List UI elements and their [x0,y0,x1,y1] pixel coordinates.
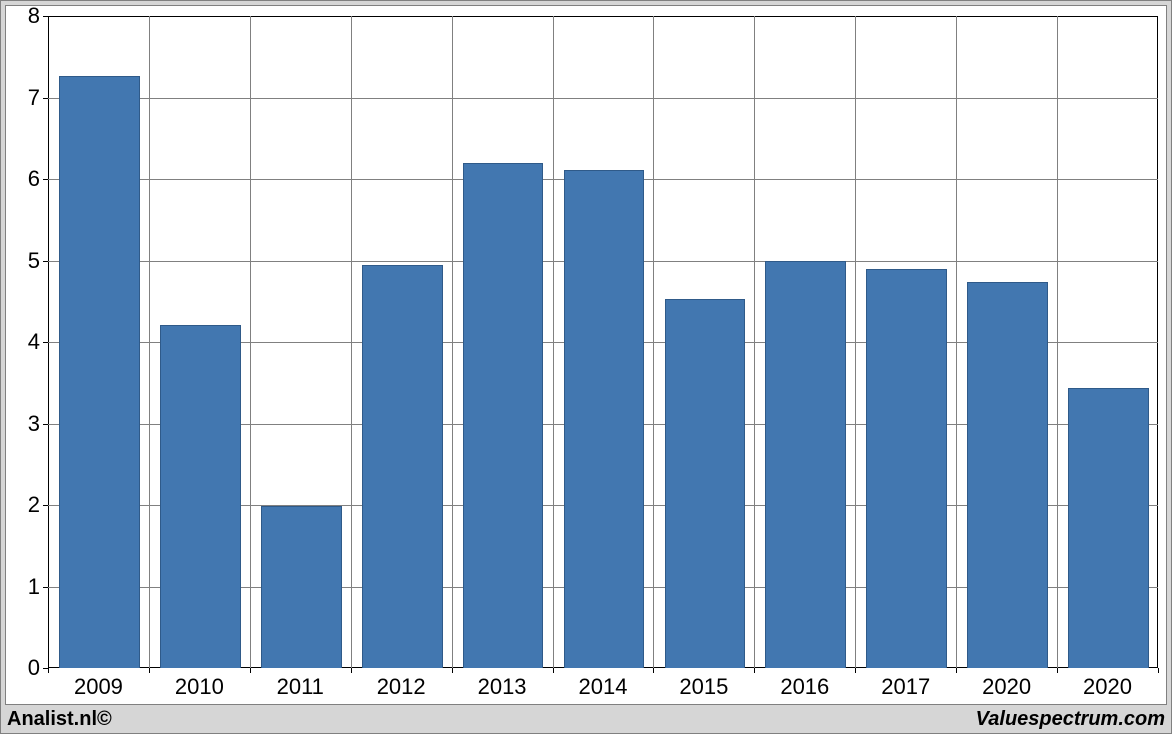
x-tick-label: 2011 [277,668,324,700]
gridline-vertical [149,16,150,668]
chart-inner-frame: 0 1 2 3 4 5 6 7 8 2009 2010 2011 2012 2013 2014 2015 201… [5,5,1167,705]
y-tick-label: 6 [28,166,48,192]
bar [967,282,1048,668]
x-tick-mark [653,668,654,673]
gridline-vertical [452,16,453,668]
x-tick-mark [149,668,150,673]
bar [1068,388,1149,668]
bar [362,265,443,668]
x-tick-mark [1057,668,1058,673]
bar [564,170,645,668]
x-tick-label: 2020 [982,668,1031,700]
bar [463,163,544,668]
plot-area: 0123456782009201020112012201320142015201… [48,16,1158,668]
x-tick-label: 2009 [74,668,123,700]
bar [665,299,746,668]
x-tick-mark [48,668,49,673]
chart-container: 0 1 2 3 4 5 6 7 8 2009 2010 2011 2012 2013 2014 2015 201… [0,0,1172,734]
x-tick-mark [754,668,755,673]
bar [765,261,846,668]
gridline-vertical [653,16,654,668]
x-tick-mark [452,668,453,673]
x-tick-mark [855,668,856,673]
x-tick-label: 2015 [679,668,728,700]
y-tick-label: 4 [28,329,48,355]
y-tick-label: 0 [28,655,48,681]
x-tick-mark [250,668,251,673]
y-tick-label: 8 [28,3,48,29]
x-tick-mark [553,668,554,673]
x-tick-label: 2016 [780,668,829,700]
x-tick-label: 2017 [881,668,930,700]
x-tick-label: 2013 [478,668,527,700]
x-tick-mark [351,668,352,673]
gridline-vertical [754,16,755,668]
bar [160,325,241,668]
x-tick-label: 2020 [1083,668,1132,700]
gridline-vertical [250,16,251,668]
x-tick-mark [956,668,957,673]
gridline-vertical [1057,16,1058,668]
footer-left-credit: Analist.nl© [7,708,112,731]
x-tick-mark [1158,668,1159,673]
x-tick-label: 2010 [175,668,224,700]
gridline-vertical [351,16,352,668]
gridline-vertical [553,16,554,668]
bar [59,76,140,668]
y-tick-label: 1 [28,574,48,600]
gridline-vertical [855,16,856,668]
bar [261,506,342,668]
bar [866,269,947,668]
gridline-horizontal [48,98,1158,99]
x-tick-label: 2014 [579,668,628,700]
footer-right-credit: Valuespectrum.com [976,708,1165,731]
y-tick-label: 3 [28,411,48,437]
y-tick-label: 5 [28,248,48,274]
x-tick-label: 2012 [377,668,426,700]
y-tick-label: 7 [28,85,48,111]
gridline-vertical [956,16,957,668]
y-tick-label: 2 [28,492,48,518]
